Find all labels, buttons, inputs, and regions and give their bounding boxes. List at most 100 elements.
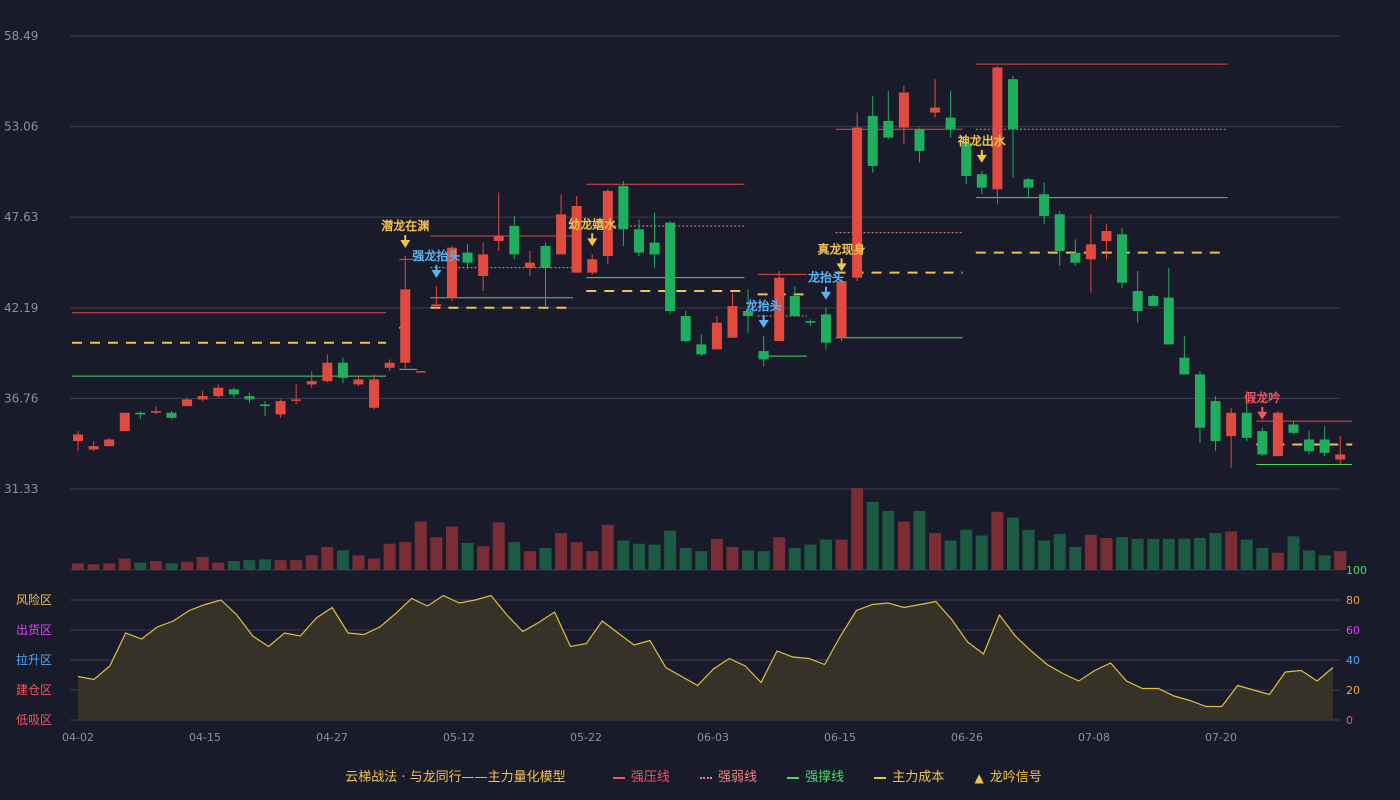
triangle-icon: ▲ [974, 770, 984, 785]
volume-bar [991, 511, 1004, 570]
candle-body [1335, 454, 1346, 460]
volume-bar [445, 526, 458, 570]
legend-item-weak[interactable]: 强弱线 [699, 770, 761, 785]
candle-body [1210, 401, 1221, 442]
candle-body [1101, 230, 1112, 241]
candle-body [478, 254, 489, 277]
candle-body [322, 362, 333, 382]
volume-bar [118, 558, 131, 570]
candle-body [1304, 439, 1315, 452]
volume-bar [710, 538, 723, 570]
volume-bar [368, 558, 381, 570]
date-tick-label: 06-26 [951, 731, 983, 744]
candle-body [259, 404, 270, 407]
volume-bar [165, 563, 178, 570]
volume-bar [601, 524, 614, 570]
candle-body [852, 127, 863, 278]
volume-bar [72, 563, 84, 570]
volume-bar [103, 563, 116, 570]
signal-label: 潜龙在渊 [381, 218, 429, 233]
candle-body [930, 107, 941, 113]
candle-body [244, 396, 255, 400]
candle-body [1179, 357, 1190, 375]
osc-zone-label: 低吸区 [16, 713, 52, 727]
candle-body [462, 252, 473, 263]
signal-arrow-icon [587, 238, 598, 247]
signal-arrow-icon [758, 320, 769, 329]
volume-bar [1209, 533, 1222, 570]
candle-body [1148, 296, 1159, 307]
volume-bar [1162, 538, 1175, 570]
volume-bar [664, 530, 677, 570]
volume-bar [819, 539, 832, 570]
volume-bar [866, 501, 879, 570]
volume-bar [804, 544, 817, 570]
volume-bar [679, 547, 692, 570]
volume-bar [773, 537, 786, 570]
candle-body [618, 185, 629, 230]
volume-bar [882, 510, 895, 570]
legend-signal-label: 龙吟信号 [989, 770, 1042, 785]
legend: 云梯战法 · 与龙同行——主力量化模型 强压线 强弱线 强撑线 主力成本 ▲ 龙吟… [0, 766, 1400, 785]
volume-bar [570, 542, 583, 570]
candle-body [914, 129, 925, 151]
osc-zone-label: 出货区 [16, 622, 52, 637]
candle-body [369, 379, 380, 408]
candle-body [587, 259, 598, 273]
candle-body [1054, 214, 1065, 251]
legend-item-signal[interactable]: ▲ 龙吟信号 [974, 770, 1041, 785]
volume-bar [851, 488, 864, 570]
volume-bar [1318, 555, 1331, 570]
candle-body [945, 117, 956, 130]
candle-body [337, 362, 348, 378]
volume-bar [508, 542, 521, 570]
date-tick-label: 06-15 [824, 731, 856, 744]
volume-bar [944, 540, 957, 570]
candle-body [135, 412, 146, 415]
candle-body [1288, 424, 1299, 433]
volume-bar [1225, 531, 1238, 570]
volume-bar [1069, 547, 1082, 570]
price-tick-label: 36.76 [4, 391, 38, 405]
volume-bar [1116, 537, 1129, 570]
signal-arrow-icon [431, 270, 442, 279]
volume-bar [975, 535, 988, 570]
candle-body [633, 229, 644, 253]
signal-label: 幼龙嬉水 [568, 216, 617, 231]
legend-item-cost[interactable]: 主力成本 [874, 770, 948, 785]
volume-bar [227, 560, 240, 570]
volume-bar [383, 543, 396, 570]
candle-body [1319, 439, 1330, 453]
legend-item-support[interactable]: 强撑线 [787, 770, 848, 785]
osc-line [77, 594, 1334, 708]
volume-bar [555, 533, 568, 570]
date-tick-label: 05-12 [443, 731, 475, 744]
osc-tick-label: 0 [1346, 714, 1353, 727]
volume-bar [897, 521, 910, 570]
volume-bar [757, 551, 770, 570]
candle-body [696, 344, 707, 355]
volume-bar [1256, 547, 1269, 570]
candle-body [1117, 234, 1128, 283]
volume-bar [1084, 534, 1097, 570]
candle-body [291, 399, 302, 401]
volume-bar [336, 550, 349, 570]
candle-body [1007, 79, 1018, 130]
candle-body [1194, 374, 1205, 428]
date-tick-label: 07-20 [1205, 731, 1237, 744]
volume-bar [1240, 539, 1253, 570]
signal-arrow-icon [836, 263, 847, 272]
volume-bar [321, 547, 334, 570]
date-tick-label: 06-03 [697, 731, 729, 744]
osc-tick-label: 40 [1346, 654, 1360, 667]
volume-bar [430, 537, 443, 570]
legend-title: 云梯战法 · 与龙同行——主力量化模型 [345, 770, 566, 785]
legend-item-pressure[interactable]: 强压线 [612, 770, 674, 785]
candle-body [275, 401, 286, 415]
osc-zone-label: 建仓区 [16, 683, 52, 697]
candle-body [571, 205, 582, 273]
volume-bar [632, 543, 645, 570]
volume-bar [1271, 552, 1284, 570]
candle-body [493, 235, 504, 241]
